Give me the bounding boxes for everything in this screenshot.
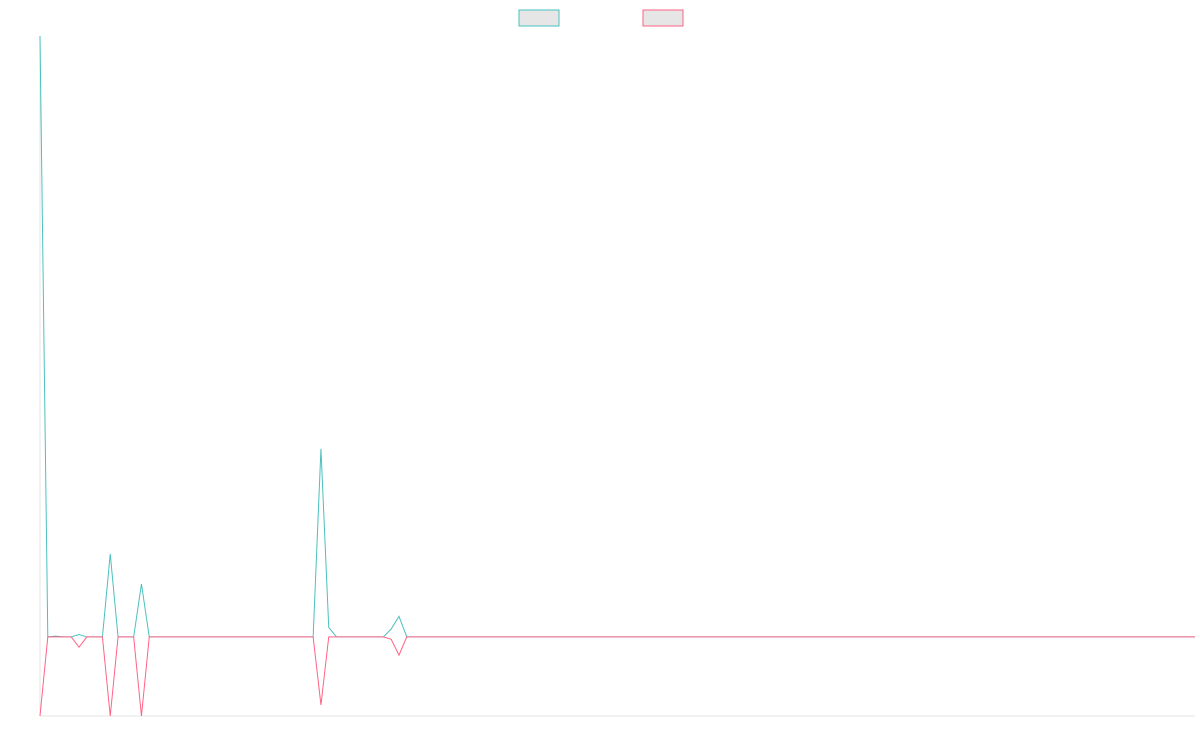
legend [518,9,684,27]
legend-swatch-1[interactable] [518,9,560,27]
legend-swatch-2[interactable] [642,9,684,27]
series-layer [39,35,1195,717]
series-line-1 [39,35,1195,638]
series-line-2 [39,636,1195,717]
